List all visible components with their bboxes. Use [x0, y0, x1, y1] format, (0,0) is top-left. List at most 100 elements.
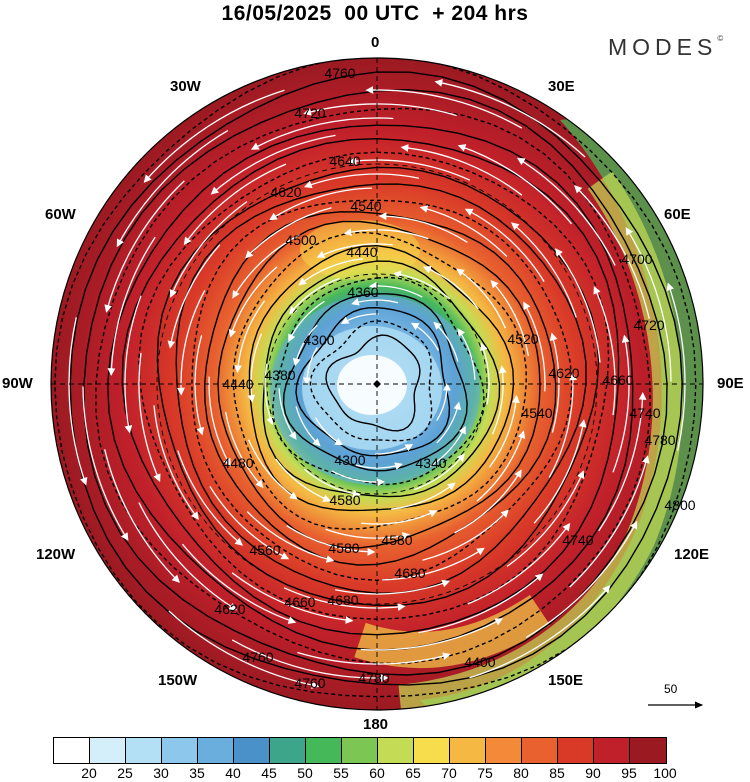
colorbar-tick-label: 80: [513, 765, 529, 781]
colorbar-tick-label: 95: [621, 765, 637, 781]
contour-label: 4760: [324, 65, 355, 81]
streamline: [410, 322, 440, 351]
map-title: 16/05/2025 00 UTC + 204 hrs: [221, 2, 529, 25]
streamline: [382, 547, 485, 581]
contour-label: 4400: [464, 654, 495, 670]
lon-label-30w: 30W: [170, 78, 201, 95]
streamline: [295, 406, 321, 447]
streamline: [549, 332, 560, 433]
streamline: [480, 342, 490, 405]
streamline: [325, 528, 411, 540]
lon-label-90w: 90W: [2, 375, 33, 392]
colorbar-swatch: [414, 738, 450, 763]
streamline: [456, 268, 506, 329]
colorbar-swatch: [450, 738, 486, 763]
lon-label-30e: 30E: [548, 78, 575, 95]
low-center-marker: [373, 380, 381, 388]
contour-label: 4580: [329, 492, 360, 508]
lon-label-60e: 60E: [664, 206, 691, 223]
streamline: [283, 587, 406, 611]
colorbar-swatch: [306, 738, 342, 763]
colorbar-swatch: [342, 738, 378, 763]
streamline: [368, 281, 423, 298]
lon-label-0: 0: [371, 34, 380, 51]
contour-line: [69, 71, 683, 686]
streamline: [625, 227, 672, 382]
streamline: [400, 144, 523, 196]
streamline: [153, 405, 199, 520]
streamline: [491, 365, 507, 435]
wind-streamlines: [68, 79, 686, 689]
colorbar-swatch: [378, 738, 414, 763]
streamline: [194, 335, 205, 436]
streamline: [436, 382, 451, 421]
streamline: [393, 270, 451, 300]
colorbar-swatch: [594, 738, 630, 763]
contour-labels: 4760 4720 4640 4620 4540 4500 4440 4360 4300 4380…: [214, 65, 695, 691]
streamline: [286, 525, 376, 556]
lon-label-120e: 120E: [674, 546, 710, 563]
streamline: [169, 201, 248, 298]
colorbar-tick-label: 100: [653, 765, 677, 781]
streamline: [250, 117, 394, 150]
streamline: [116, 130, 229, 248]
streamline: [355, 462, 403, 470]
colorbar-swatch: [630, 738, 666, 763]
low-center-core: [337, 355, 407, 415]
contour-label: 4620: [548, 365, 579, 381]
streamline: [314, 417, 344, 446]
lon-label-60w: 60W: [45, 206, 76, 223]
streamline: [234, 300, 266, 374]
contour-label: 4300: [303, 332, 334, 348]
streamline: [138, 352, 161, 482]
colorbar-swatch: [90, 738, 126, 763]
contour-label: 4720: [294, 105, 325, 121]
contour-label: 4620: [214, 601, 245, 617]
colorbar-swatch: [162, 738, 198, 763]
contour-label: 4480: [222, 455, 253, 471]
streamline: [138, 502, 238, 611]
streamline: [511, 222, 577, 318]
streamline: [209, 486, 290, 560]
streamline: [224, 411, 264, 488]
streamline: [666, 282, 686, 451]
contour-label: 4380: [264, 367, 295, 383]
colorbar-tick-label: 55: [333, 765, 349, 781]
streamline: [457, 328, 476, 380]
streamline: [232, 234, 300, 299]
colorbar-tick-label: 70: [441, 765, 457, 781]
contour-label: 4760: [242, 649, 273, 665]
lon-label-150e: 150E: [548, 672, 584, 689]
contour-label: 4700: [621, 251, 652, 267]
streamline: [419, 205, 508, 257]
streamline: [612, 334, 630, 473]
streamline: [143, 89, 285, 183]
contour-label: 4780: [358, 670, 389, 686]
streamline: [414, 453, 465, 491]
contour-line: [95, 107, 651, 665]
streamline: [228, 266, 278, 338]
contour-line: [282, 293, 468, 472]
contour-label: 4440: [222, 376, 253, 392]
contour-label: 4540: [350, 198, 381, 214]
streamline: [167, 244, 221, 349]
streamline: [82, 386, 129, 541]
colorbar: [53, 737, 667, 764]
streamline: [343, 228, 429, 240]
streamline: [297, 651, 451, 665]
medium-wind-band: [398, 171, 683, 710]
streamline: [457, 144, 573, 225]
streamline: [303, 173, 420, 189]
contour-label: 4740: [562, 532, 593, 548]
contour-label: 4680: [394, 565, 425, 581]
contour-label: 4580: [328, 540, 359, 556]
streamline: [506, 470, 585, 567]
streamline: [476, 430, 526, 502]
streamline: [593, 286, 616, 416]
contour-label: 4540: [521, 405, 552, 421]
streamline: [454, 469, 522, 534]
streamline: [245, 207, 332, 259]
streamline: [348, 157, 471, 181]
contour-label: 4660: [602, 372, 633, 388]
